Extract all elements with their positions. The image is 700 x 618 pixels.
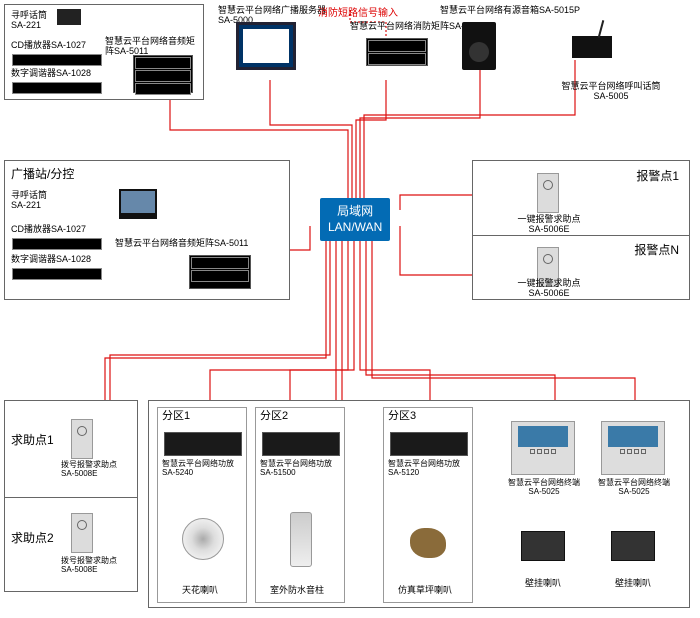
cd-player-icon — [12, 54, 102, 66]
call-mic-label: 智慧云平台网络呼叫话筒 SA-5005 — [536, 82, 686, 102]
wall-speaker-1-icon — [521, 531, 565, 561]
station-mic-label: 寻呼话筒 SA-221 — [11, 191, 47, 211]
help-1-icon — [71, 419, 93, 459]
zone1-title: 分区1 — [162, 410, 190, 422]
column-speaker-icon — [290, 512, 312, 567]
help-1-label: 拨号报警求助点 SA-5008E — [61, 461, 117, 479]
tuner-icon — [12, 82, 102, 94]
station-pc-icon — [119, 189, 157, 219]
ceil-label: 天花喇叭 — [182, 586, 218, 596]
lan-hub: 局域网 LAN/WAN — [320, 198, 390, 241]
zone2-title: 分区2 — [260, 410, 288, 422]
call-mic-icon — [572, 36, 612, 58]
fire-matrix-icon — [366, 38, 428, 66]
alarm-1-label: 一键报警求助点 SA-5006E — [509, 215, 589, 235]
term2-label: 智慧云平台网络终端 SA-5025 — [591, 479, 677, 497]
zone3-amp-icon — [390, 432, 468, 456]
rock-speaker-icon — [410, 528, 446, 558]
alarm-title-n: 报警点N — [634, 241, 679, 258]
zone-2: 分区2 智慧云平台网络功放 SA-51500 室外防水音柱 — [255, 407, 345, 603]
wall1-label: 壁挂喇叭 — [525, 579, 561, 589]
help-panel: 求助点1 拨号报警求助点 SA-5008E 求助点2 拨号报警求助点 SA-50… — [4, 400, 138, 592]
server-monitor-icon — [236, 22, 296, 70]
alarm-divider — [473, 235, 689, 236]
zone1-amp-icon — [164, 432, 242, 456]
alarm-n-label: 一键报警求助点 SA-5006E — [509, 279, 589, 299]
audio-matrix-label: 智慧云平台网络音频矩阵SA-5011 — [105, 37, 200, 57]
help-title-1: 求助点1 — [11, 431, 54, 448]
help-2-label: 拨号报警求助点 SA-5008E — [61, 557, 117, 575]
station-title: 广播站/分控 — [11, 165, 74, 182]
alarm-point-1-icon — [537, 173, 559, 213]
wall2-label: 壁挂喇叭 — [615, 579, 651, 589]
zone-1: 分区1 智慧云平台网络功放 SA-5240 天花喇叭 — [157, 407, 247, 603]
audio-matrix-icon — [133, 55, 193, 93]
fire-input-label: 消防短路信号输入 — [318, 4, 398, 19]
station-cd-icon — [12, 238, 102, 250]
station-matrix-label: 智慧云平台网络音频矩阵SA-5011 — [115, 239, 285, 249]
ceiling-speaker-icon — [182, 518, 224, 560]
rock-label: 仿真草坪喇叭 — [398, 586, 452, 596]
term1-label: 智慧云平台网络终端 SA-5025 — [501, 479, 587, 497]
lan-line2: LAN/WAN — [328, 220, 382, 236]
help-title-2: 求助点2 — [11, 529, 54, 546]
station-matrix-icon — [189, 255, 251, 289]
station-cd-label: CD播放器SA-1027 — [11, 225, 86, 235]
broadcast-station-panel: 广播站/分控 寻呼话筒 SA-221 CD播放器SA-1027 数字调谐器SA-… — [4, 160, 290, 300]
wall-speaker-2-icon — [611, 531, 655, 561]
station-tuner-label: 数字调谐器SA-1028 — [11, 255, 91, 265]
wall-terminal-2 — [601, 421, 665, 475]
mic-label: 寻呼话筒 SA-221 — [11, 11, 47, 31]
zone2-amp-icon — [262, 432, 340, 456]
wall-terminal-1 — [511, 421, 575, 475]
active-speaker-label: 智慧云平台网络有源音箱SA-5015P — [440, 6, 610, 16]
alarm-title-1: 报警点1 — [636, 167, 679, 184]
zone1-amp-label: 智慧云平台网络功放 SA-5240 — [162, 460, 234, 478]
station-tuner-icon — [12, 268, 102, 280]
cd-label: CD播放器SA-1027 — [11, 41, 86, 51]
active-speaker-icon — [462, 22, 496, 70]
zones-panel: 分区1 智慧云平台网络功放 SA-5240 天花喇叭 分区2 智慧云平台网络功放… — [148, 400, 690, 608]
zone2-amp-label: 智慧云平台网络功放 SA-51500 — [260, 460, 332, 478]
zone3-amp-label: 智慧云平台网络功放 SA-5120 — [388, 460, 460, 478]
alarm-panel: 报警点1 一键报警求助点 SA-5006E 报警点N 一键报警求助点 SA-50… — [472, 160, 690, 300]
help-2-icon — [71, 513, 93, 553]
zone-3: 分区3 智慧云平台网络功放 SA-5120 仿真草坪喇叭 — [383, 407, 473, 603]
zone3-title: 分区3 — [388, 410, 416, 422]
lan-line1: 局域网 — [328, 204, 382, 220]
tuner-label: 数字调谐器SA-1028 — [11, 69, 91, 79]
column-label: 室外防水音柱 — [270, 586, 324, 596]
paging-mic-icon — [57, 9, 81, 25]
top-left-panel: 寻呼话筒 SA-221 CD播放器SA-1027 数字调谐器SA-1028 智慧… — [4, 4, 204, 100]
help-divider — [5, 497, 137, 498]
